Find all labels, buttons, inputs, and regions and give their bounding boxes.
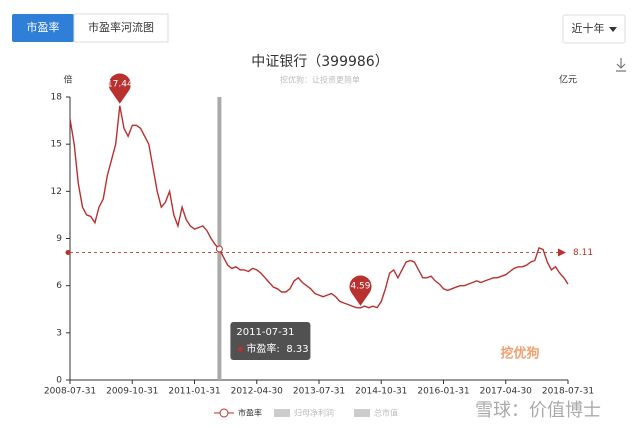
crosshair [217,97,222,380]
hover-point [215,245,223,253]
average-label: 8.11 [573,248,593,258]
legend-swatch [354,409,370,417]
x-tick-label: 2018-07-31 [542,387,594,397]
chart-title: 中证银行（399986） [251,54,388,70]
tab-label[interactable]: 市盈率 [27,20,60,34]
tooltip-value: 8.33 [286,344,308,355]
tooltip-label: 市盈率: [246,342,279,355]
tab[interactable] [73,13,169,43]
range-dropdown[interactable] [562,14,626,44]
legend-label: 总市值 [374,408,398,418]
legend-label: 市盈率 [238,408,262,418]
legend-label: 归母净利润 [294,408,334,418]
x-tick-label: 2016-01-31 [417,387,469,397]
y-tick-label: 15 [51,140,62,150]
download-icon[interactable] [616,58,626,72]
tooltip-dot [237,346,243,352]
y-tick-label: 12 [51,187,62,197]
tooltip-box [230,322,311,360]
y-axis-label: 倍 [63,74,72,86]
x-tick-label: 2011-01-31 [168,387,220,397]
logo-watermark: 挖优狗 [500,346,539,362]
pin-label: 4.59 [350,281,370,291]
pin [108,73,131,104]
average-start [65,249,71,255]
pin-label: 17.44 [107,79,133,89]
legend-marker [219,408,229,418]
x-tick-label: 2014-10-31 [355,387,407,397]
x-tick-label: 2013-07-31 [293,387,345,397]
range-label[interactable]: 近十年 [572,21,605,35]
y-tick-label: 9 [56,234,62,244]
x-tick-label: 2017-04-30 [480,387,533,397]
legend-swatch [274,409,290,417]
y-tick-label: 6 [56,281,62,291]
y-tick-label: 18 [51,93,63,103]
y-tick-label: 0 [56,376,62,386]
dropdown-caret [609,27,617,32]
x-tick-label: 2009-10-31 [106,387,158,397]
series-line [69,105,569,309]
x-tick-label: 2008-07-31 [44,387,96,397]
chart-subtitle: 挖优狗：让投资更简单 [280,75,360,85]
pin [349,275,372,306]
x-tick-label: 2012-04-30 [231,387,284,397]
y2-axis-label: 亿元 [559,74,577,86]
tab-active[interactable] [12,14,74,42]
tab-label[interactable]: 市盈率河流图 [88,20,154,34]
watermark: 雪球：价值博士 [475,400,601,421]
y-tick-label: 3 [56,328,62,338]
average-arrow [558,248,566,257]
tooltip-date: 2011-07-31 [236,327,294,338]
